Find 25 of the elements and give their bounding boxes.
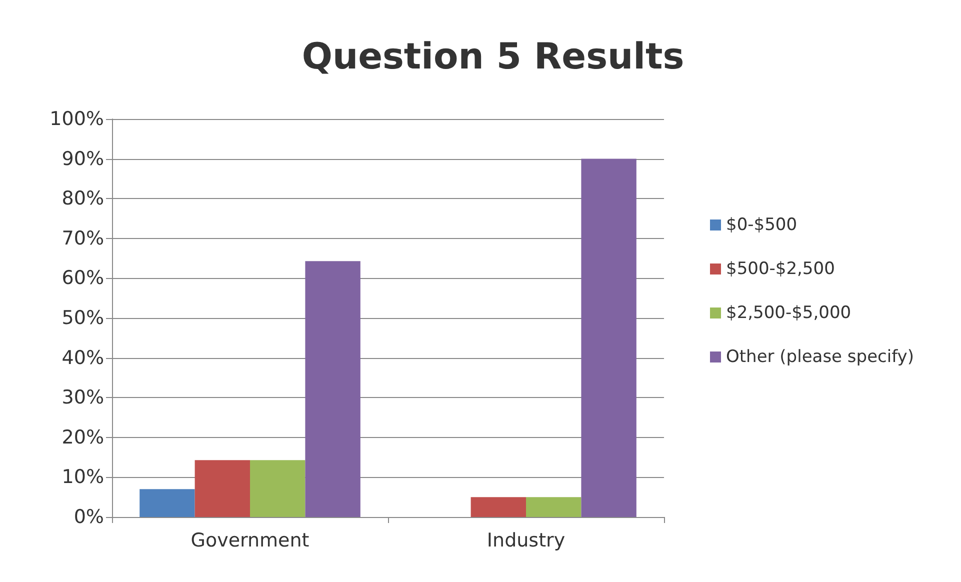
y-tick-label: 90% <box>62 148 104 170</box>
y-tick-label: 70% <box>62 227 104 250</box>
legend-label: $0-$500 <box>726 215 798 235</box>
x-tick-label: Industry <box>486 530 566 552</box>
legend-label: Other (please specify) <box>726 347 914 367</box>
y-tick-label: 40% <box>62 346 104 369</box>
bar <box>194 460 250 517</box>
y-tick-label: 10% <box>62 466 104 488</box>
y-tick-label: 50% <box>62 307 104 329</box>
y-tick-label: 0% <box>74 506 104 528</box>
y-tick-label: 30% <box>62 386 104 409</box>
y-tick-label: 60% <box>62 267 104 290</box>
bar <box>470 497 526 517</box>
bar <box>581 158 636 517</box>
y-tick-label: 20% <box>62 426 104 448</box>
bar <box>250 460 306 517</box>
bar <box>140 489 195 517</box>
legend-label: $2,500-$5,000 <box>726 303 852 323</box>
y-tick-label: 80% <box>62 188 104 210</box>
bar <box>305 261 360 517</box>
y-tick-label: 100% <box>50 108 104 130</box>
bar <box>526 497 582 517</box>
x-tick-label: Government <box>190 530 310 552</box>
legend-label: $500-$2,500 <box>726 259 835 279</box>
chart-title: Question 5 Results <box>302 36 684 78</box>
